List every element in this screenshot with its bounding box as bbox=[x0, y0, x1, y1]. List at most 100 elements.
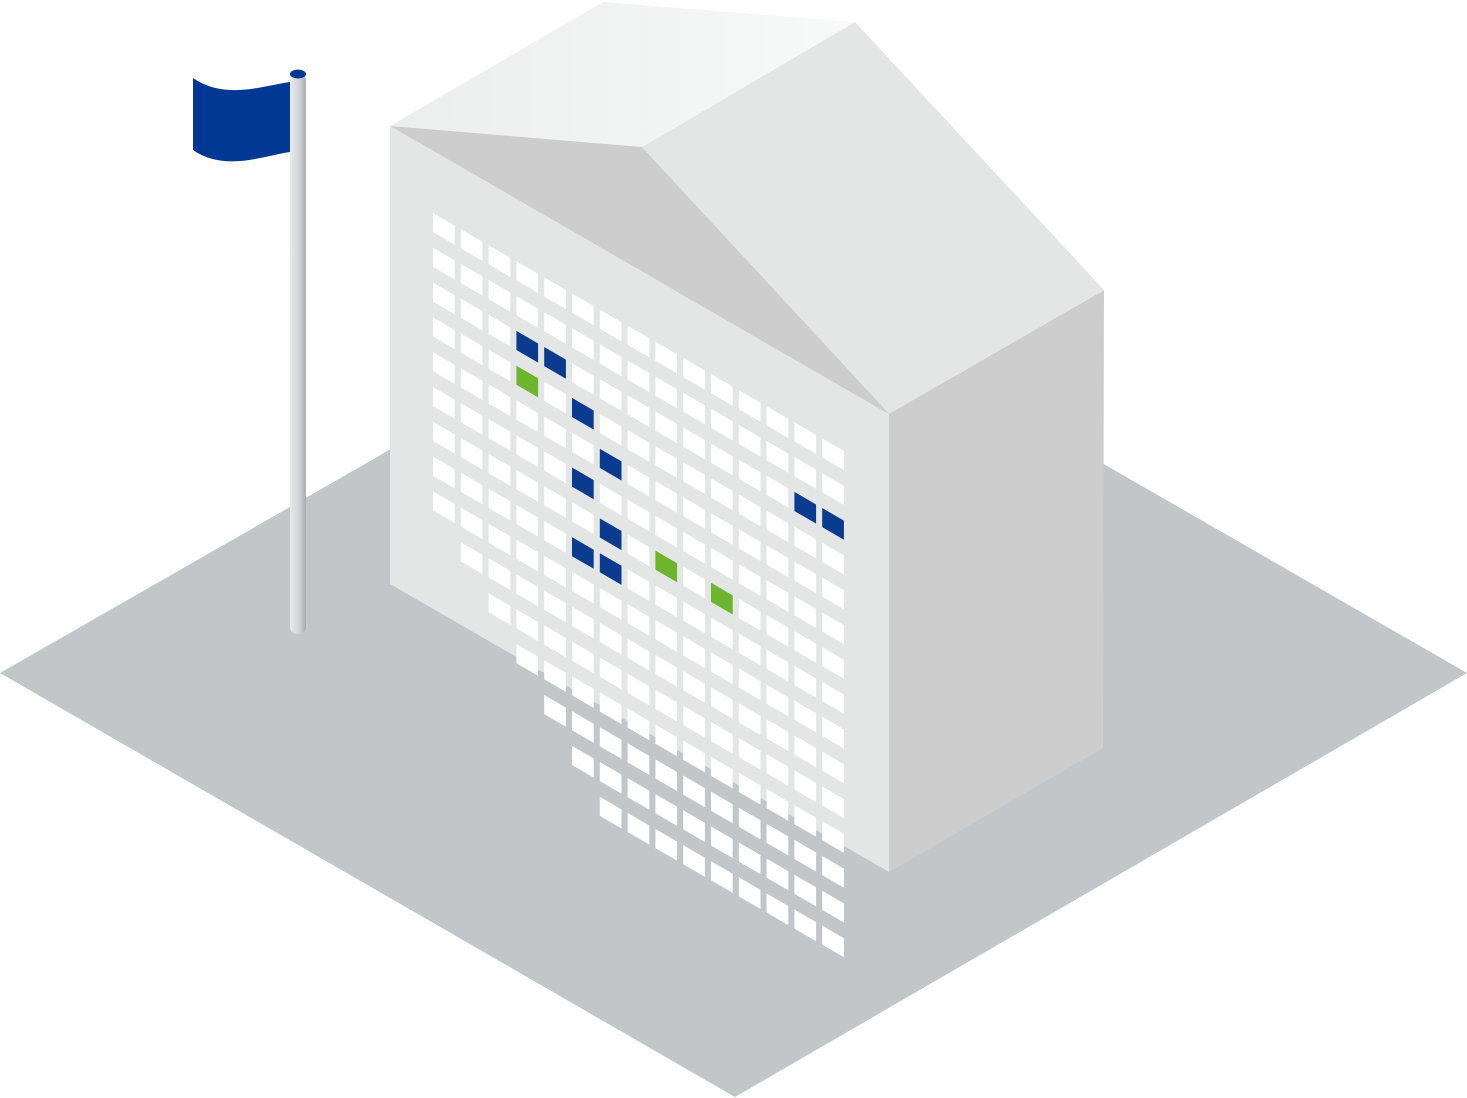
window bbox=[544, 277, 566, 310]
window-blue bbox=[599, 518, 622, 551]
window bbox=[627, 360, 650, 393]
window bbox=[516, 400, 539, 433]
window bbox=[766, 789, 789, 821]
window bbox=[822, 542, 844, 575]
window-blue bbox=[544, 347, 566, 379]
window-grid bbox=[433, 213, 844, 958]
window bbox=[711, 756, 733, 789]
window bbox=[544, 312, 566, 344]
window bbox=[683, 462, 705, 494]
window bbox=[655, 689, 678, 722]
window bbox=[460, 298, 483, 331]
window bbox=[516, 435, 539, 467]
window bbox=[822, 716, 844, 749]
window bbox=[683, 845, 705, 877]
window bbox=[488, 384, 511, 417]
flag bbox=[193, 78, 290, 162]
window bbox=[433, 247, 455, 280]
window bbox=[516, 644, 539, 676]
window bbox=[627, 778, 650, 810]
window bbox=[683, 427, 705, 460]
window bbox=[711, 861, 733, 893]
window bbox=[627, 430, 650, 462]
window bbox=[627, 464, 650, 497]
window bbox=[655, 655, 678, 687]
window bbox=[433, 282, 455, 315]
window bbox=[460, 403, 483, 435]
window-green bbox=[516, 365, 539, 398]
window bbox=[711, 443, 733, 476]
window bbox=[738, 633, 761, 666]
window bbox=[655, 620, 678, 652]
window bbox=[599, 622, 622, 655]
window bbox=[711, 478, 733, 511]
window bbox=[794, 839, 817, 872]
window bbox=[599, 727, 622, 759]
window bbox=[627, 638, 650, 671]
window bbox=[794, 596, 817, 628]
window bbox=[655, 481, 678, 513]
window bbox=[572, 606, 594, 639]
window bbox=[433, 387, 455, 419]
window-blue bbox=[572, 537, 594, 569]
side-wall bbox=[889, 290, 1104, 872]
window bbox=[766, 823, 789, 856]
window bbox=[683, 566, 705, 599]
window bbox=[460, 507, 483, 540]
window bbox=[794, 665, 817, 698]
window bbox=[516, 574, 539, 607]
window bbox=[516, 470, 539, 502]
window bbox=[488, 419, 511, 451]
window bbox=[433, 317, 455, 350]
window bbox=[822, 473, 844, 505]
window bbox=[822, 786, 844, 819]
window bbox=[655, 724, 678, 757]
window bbox=[766, 649, 789, 682]
window bbox=[738, 564, 761, 596]
window bbox=[738, 772, 761, 805]
window-blue bbox=[599, 553, 622, 585]
window bbox=[655, 515, 678, 548]
window bbox=[433, 491, 455, 524]
window bbox=[822, 890, 844, 923]
flag-pole bbox=[290, 74, 306, 634]
window bbox=[794, 770, 817, 802]
window-blue bbox=[822, 508, 844, 540]
window bbox=[488, 593, 511, 625]
front-wall bbox=[390, 126, 889, 872]
window bbox=[572, 432, 594, 465]
window bbox=[516, 539, 539, 572]
window bbox=[572, 745, 594, 778]
window bbox=[627, 325, 650, 358]
window bbox=[683, 531, 705, 564]
window bbox=[766, 615, 789, 647]
window bbox=[738, 529, 761, 561]
window bbox=[822, 856, 844, 888]
window bbox=[738, 494, 761, 527]
window bbox=[488, 349, 511, 382]
window bbox=[433, 352, 455, 384]
window-blue bbox=[599, 448, 622, 481]
window bbox=[544, 486, 566, 518]
window-blue bbox=[794, 491, 817, 524]
window bbox=[738, 738, 761, 770]
window bbox=[488, 454, 511, 486]
window bbox=[599, 344, 622, 377]
window bbox=[572, 502, 594, 534]
window bbox=[460, 472, 483, 505]
window bbox=[655, 411, 678, 444]
flag-pole-top bbox=[290, 69, 306, 79]
window bbox=[599, 414, 622, 446]
window bbox=[433, 456, 455, 489]
window bbox=[655, 341, 678, 374]
window bbox=[544, 625, 566, 658]
window bbox=[711, 548, 733, 580]
window bbox=[738, 598, 761, 631]
window bbox=[794, 805, 817, 837]
window bbox=[711, 652, 733, 685]
window bbox=[544, 555, 566, 588]
window bbox=[683, 636, 705, 668]
window bbox=[766, 754, 789, 786]
window bbox=[460, 368, 483, 400]
window bbox=[766, 406, 789, 438]
